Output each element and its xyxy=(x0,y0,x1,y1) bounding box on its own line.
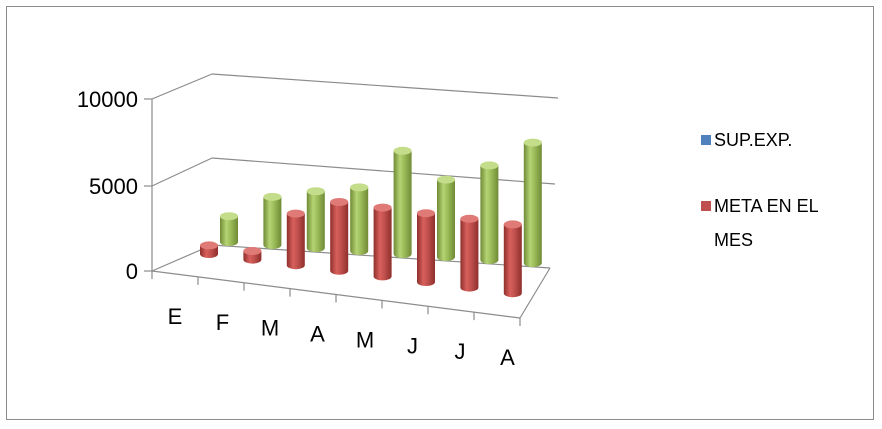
bar-series-2-1 xyxy=(263,192,282,249)
cylinder-top xyxy=(263,192,282,201)
cylinder-body xyxy=(460,218,479,292)
cylinder-top xyxy=(373,203,392,212)
cylinder-top xyxy=(350,183,369,192)
side-gridline-10000 xyxy=(151,73,213,100)
bar-meta-en-el-mes-5 xyxy=(417,209,435,286)
x-label-0: E xyxy=(168,304,183,329)
bar-meta-en-el-mes-6 xyxy=(460,214,479,292)
cylinder-body xyxy=(417,213,435,286)
cylinder-top xyxy=(480,161,499,170)
cylinder-top xyxy=(243,247,262,255)
cylinder-top xyxy=(393,146,412,155)
bar-series-2-4 xyxy=(393,146,412,258)
cylinder-top xyxy=(220,212,238,221)
cylinder-body xyxy=(330,202,349,275)
legend-label-meta-line1: META EN EL xyxy=(714,196,819,216)
y-tick-label-0: 0 xyxy=(126,259,138,284)
back-gridline-5000 xyxy=(211,157,556,185)
bar-series-2-3 xyxy=(350,183,369,255)
bar-meta-en-el-mes-0 xyxy=(200,241,218,258)
bar-series-2-7 xyxy=(523,138,542,267)
category-axis-labels: E F M A M J J A xyxy=(168,304,516,370)
cylinder-body xyxy=(306,191,325,252)
cylinder-body xyxy=(350,187,369,255)
value-axis-labels: 0 5000 10000 xyxy=(77,87,138,284)
x-label-3: A xyxy=(310,322,325,347)
back-gridline-10000 xyxy=(211,73,559,99)
cylinder-body xyxy=(503,224,522,298)
legend: SUP.EXP. META EN EL MES xyxy=(701,130,819,250)
x-label-7: A xyxy=(500,345,515,370)
cylinder-top xyxy=(306,187,325,196)
cylinder-top xyxy=(417,209,435,218)
legend-item-meta-en-el-mes: META EN EL MES xyxy=(701,196,819,250)
side-gridline-5000 xyxy=(151,157,213,187)
x-label-4: M xyxy=(356,327,374,352)
legend-label-sup-exp: SUP.EXP. xyxy=(714,130,792,150)
bar-series-2-5 xyxy=(437,175,455,261)
cylinder-body xyxy=(393,150,412,258)
cylinder-top xyxy=(523,138,542,147)
cylinder-body xyxy=(373,207,392,281)
cylinder-top xyxy=(437,175,455,184)
legend-swatch-meta-en-el-mes xyxy=(701,201,711,211)
x-label-5: J xyxy=(407,333,418,358)
bars xyxy=(200,138,542,298)
x-label-1: F xyxy=(216,310,229,335)
legend-label-meta-line2: MES xyxy=(714,230,753,250)
y-tick-label-10000: 10000 xyxy=(77,87,138,112)
bar-meta-en-el-mes-2 xyxy=(286,209,305,270)
bar-meta-en-el-mes-7 xyxy=(503,220,522,298)
cylinder-top xyxy=(330,198,349,206)
x-label-2: M xyxy=(261,316,279,341)
floor-right-edge xyxy=(519,267,551,319)
cylinder-top xyxy=(200,241,218,250)
cylinder-body xyxy=(480,165,499,264)
cylinder-body xyxy=(263,196,282,249)
legend-item-sup-exp: SUP.EXP. xyxy=(701,130,792,150)
bar-series-2-2 xyxy=(306,187,325,252)
cylinder-top xyxy=(286,209,305,218)
bar-series-2-0 xyxy=(220,212,238,246)
bar-meta-en-el-mes-4 xyxy=(373,203,392,281)
cylinder-body xyxy=(523,142,542,267)
category-axis-ticks xyxy=(151,271,521,326)
legend-swatch-sup-exp xyxy=(701,135,711,145)
x-label-6: J xyxy=(455,339,466,364)
bar-meta-en-el-mes-3 xyxy=(330,198,349,275)
bar-series-2-6 xyxy=(480,161,499,264)
y-tick-label-5000: 5000 xyxy=(89,174,138,199)
cylinder-top xyxy=(460,214,479,223)
cylinder-body xyxy=(437,179,455,261)
cylinder-body xyxy=(220,216,238,246)
bar-meta-en-el-mes-1 xyxy=(243,247,262,264)
cylinder-body xyxy=(286,213,305,270)
cylinder-top xyxy=(503,220,522,229)
